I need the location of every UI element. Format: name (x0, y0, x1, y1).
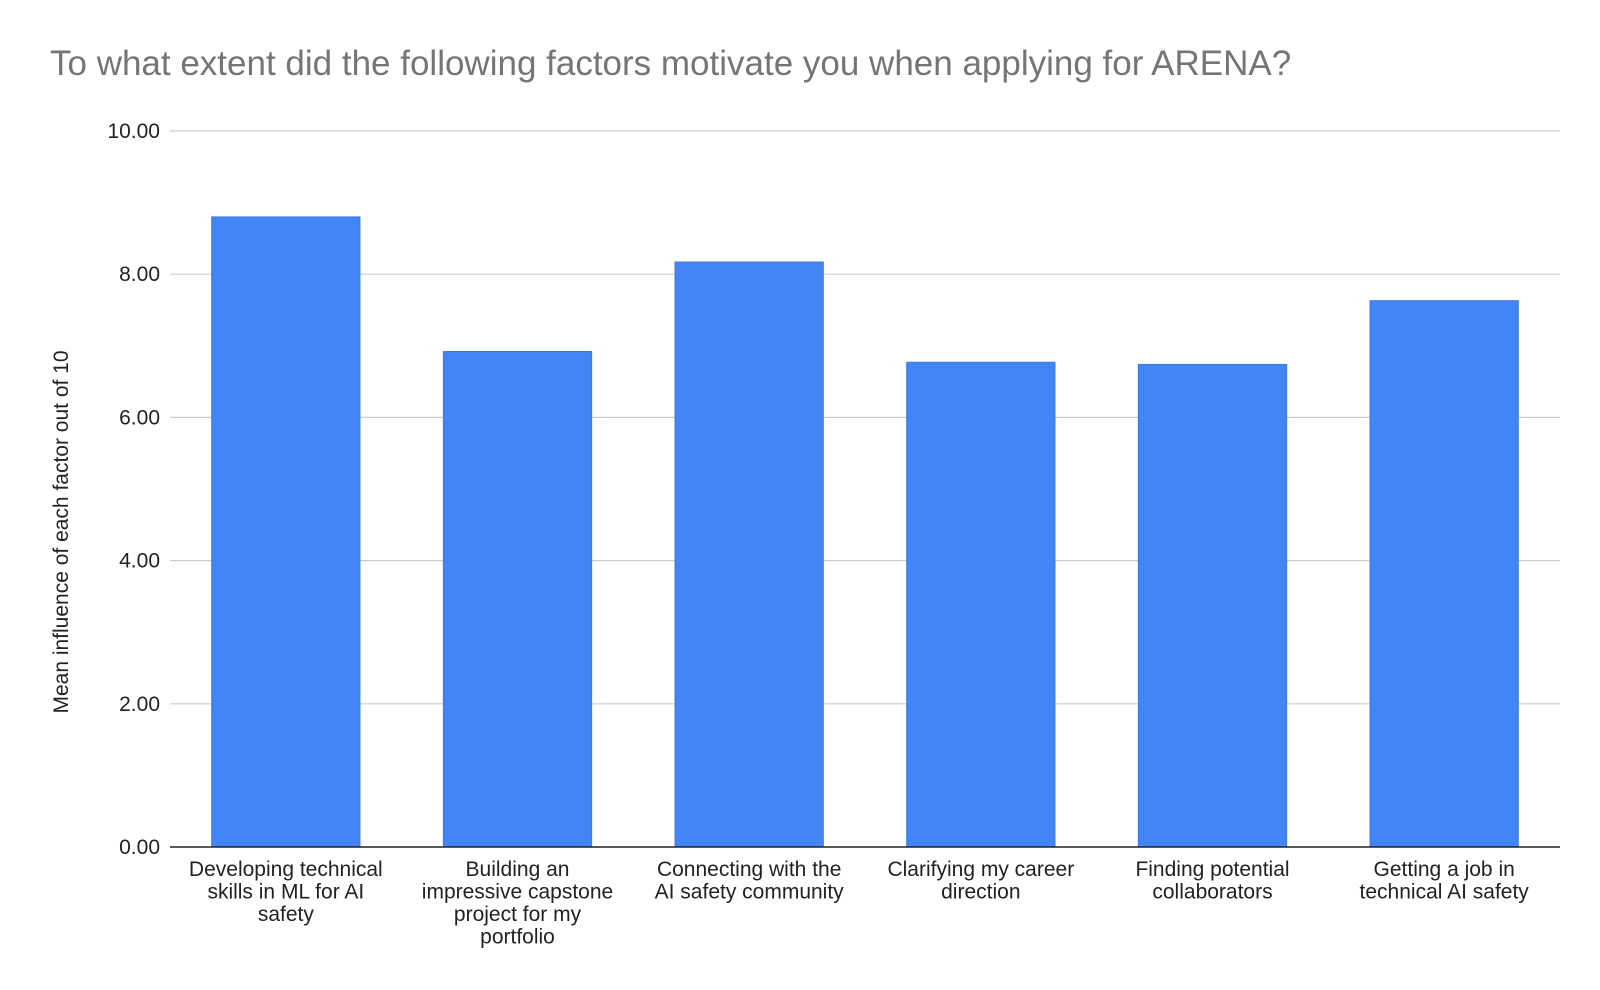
y-tick-label: 10.00 (107, 120, 160, 143)
bar (1369, 300, 1519, 848)
x-tick-label: Clarifying my career direction (887, 858, 1074, 904)
x-tick-label-line: Getting a job in (1374, 858, 1515, 881)
x-tick-label-line: impressive capstone (422, 881, 613, 904)
x-tick-label: Building an impressive capstone project fo… (422, 858, 613, 949)
x-tick-label-line: technical AI safety (1360, 881, 1530, 904)
x-tick-label-line: Developing technical (189, 858, 383, 881)
axes: 0.00 2.00 4.00 6.00 8.00 10.00 Developing tech… (107, 120, 1560, 949)
bar (1137, 363, 1288, 848)
x-tick-label-line: Building an (466, 858, 570, 881)
x-tick-label: Getting a job in technical AI safety (1360, 858, 1530, 904)
bar (674, 261, 824, 848)
x-tick-label-line: AI safety community (655, 881, 845, 904)
chart-title: To what extent did the following factors… (50, 44, 1292, 83)
x-tick-label: Connecting with the AI safety community (655, 858, 845, 904)
x-tick-label-line: Clarifying my career (887, 858, 1074, 881)
x-tick-label-line: collaborators (1152, 881, 1272, 904)
y-tick-label: 0.00 (119, 836, 160, 859)
y-tick-label: 6.00 (119, 406, 160, 429)
x-tick-label: Developing technical skills in ML for AI s… (189, 858, 383, 926)
x-tick-label-line: portfolio (480, 926, 555, 949)
bar (211, 216, 361, 848)
x-tick-label-line: Connecting with the (657, 858, 841, 881)
y-tick-label: 8.00 (119, 263, 160, 286)
bar (906, 361, 1056, 848)
x-tick-label-line: safety (258, 903, 315, 926)
y-tick-label: 2.00 (119, 693, 160, 716)
y-tick-label: 4.00 (119, 550, 160, 573)
bar (442, 351, 593, 848)
x-tick-label-line: Finding potential (1135, 858, 1289, 881)
bars (211, 216, 1519, 848)
gridlines (170, 130, 1560, 705)
x-tick-label-line: skills in ML for AI (207, 881, 364, 904)
x-tick-label: Finding potential collaborators (1135, 858, 1289, 904)
x-tick-label-line: project for my (454, 903, 582, 926)
x-tick-label-line: direction (941, 881, 1020, 904)
y-axis-title: Mean influence of each factor out of 10 (50, 350, 73, 713)
